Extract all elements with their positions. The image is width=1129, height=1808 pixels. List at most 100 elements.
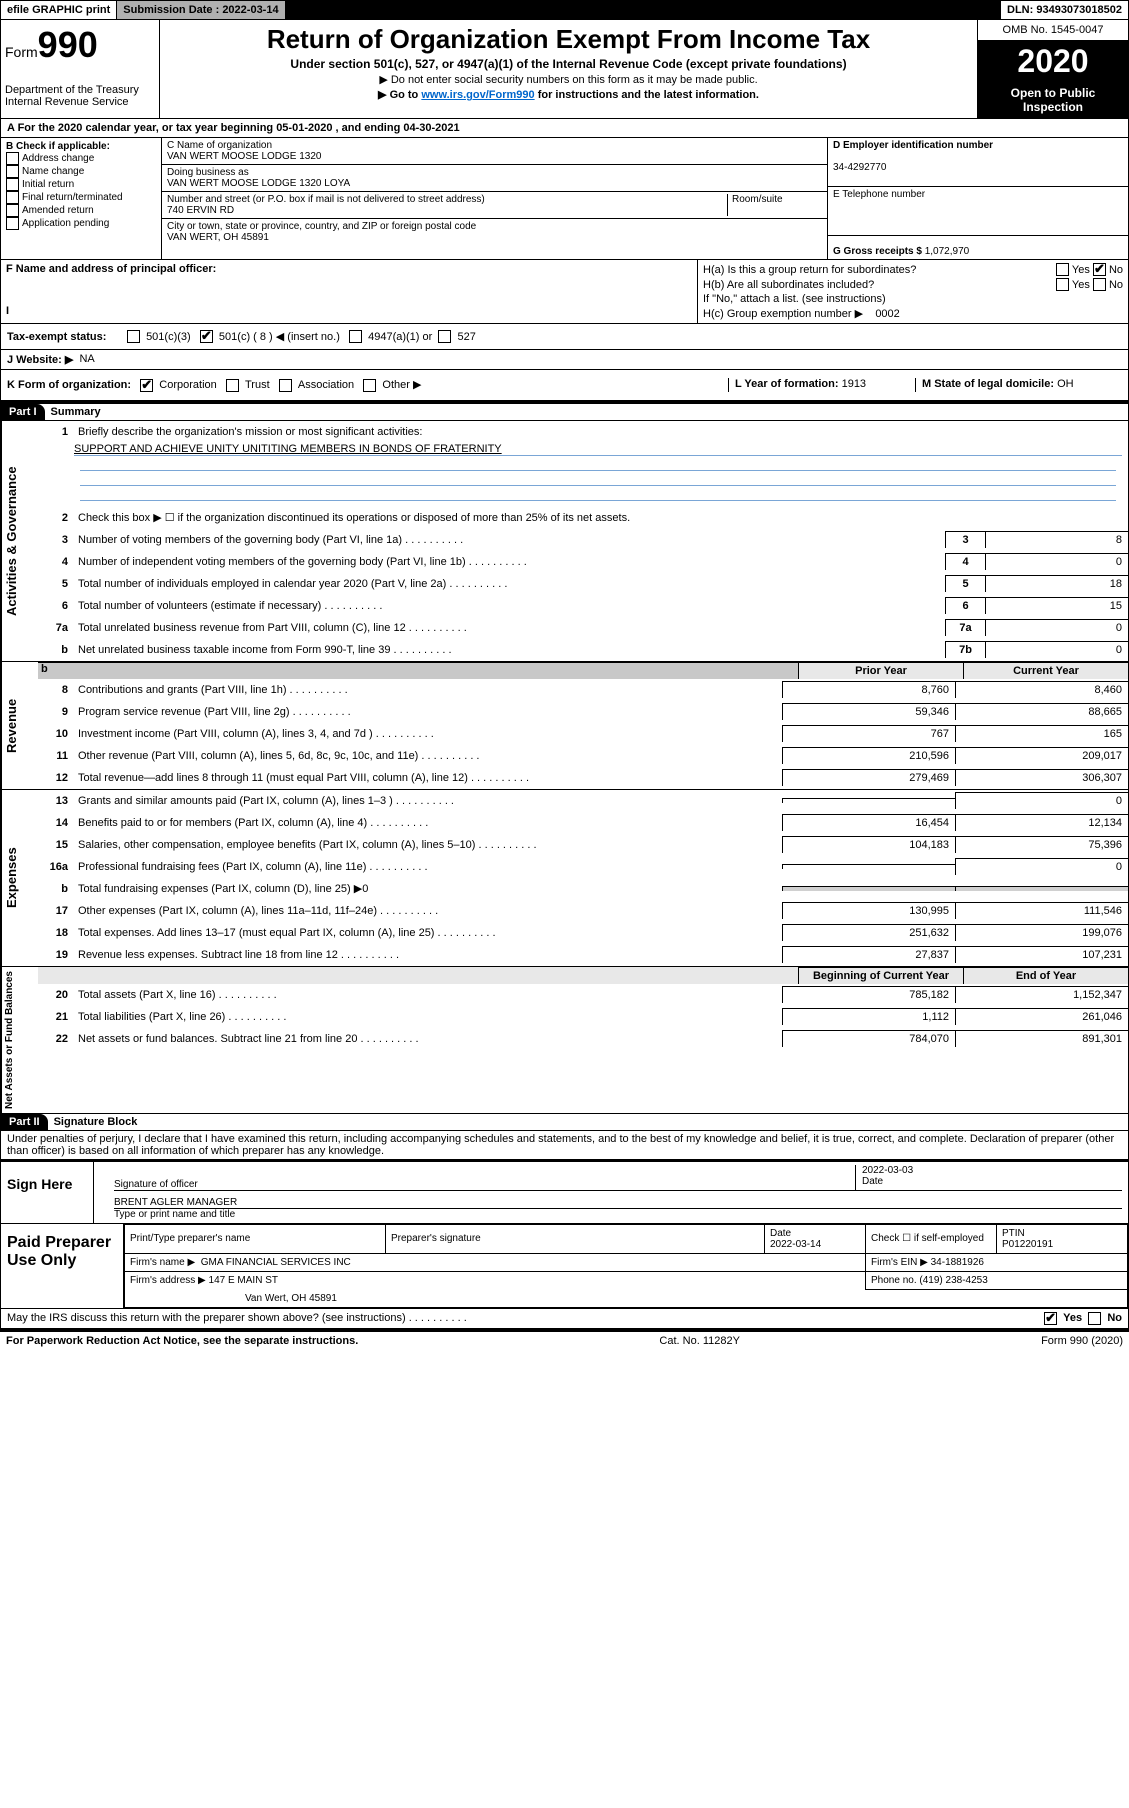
Hb-label: H(b) Are all subordinates included? [703, 279, 1056, 291]
paid-h-date: Date2022-03-14 [765, 1224, 866, 1253]
instr2-post: for instructions and the latest informat… [535, 89, 759, 101]
footer-right: Form 990 (2020) [1041, 1335, 1123, 1347]
instr2-pre: ▶ Go to [378, 89, 421, 101]
table-row: 12Total revenue—add lines 8 through 11 (… [38, 767, 1128, 789]
page-footer: For Paperwork Reduction Act Notice, see … [0, 1329, 1129, 1350]
row-J-website: J Website: ▶ NA [0, 350, 1129, 370]
C-dba: VAN WERT MOOSE LODGE 1320 LOYA [167, 178, 350, 189]
cb-other[interactable] [363, 379, 376, 392]
cb-discuss-no[interactable] [1088, 1312, 1101, 1325]
block-BCDEG: B Check if applicable: Address change Na… [0, 138, 1129, 260]
table-row: 14Benefits paid to or for members (Part … [38, 812, 1128, 834]
G-val: 1,072,970 [925, 246, 970, 257]
lbl-yes2: Yes [1072, 279, 1090, 291]
vtab-net-assets: Net Assets or Fund Balances [1, 967, 38, 1113]
G-label: G Gross receipts $ [833, 246, 922, 257]
lbl-501c3: 501(c)(3) [146, 331, 191, 343]
cb-corporation[interactable] [140, 379, 153, 392]
cb-discuss-yes[interactable] [1044, 1312, 1057, 1325]
table-row: 3Number of voting members of the governi… [38, 529, 1128, 551]
cb-Ha-no[interactable] [1093, 263, 1106, 276]
lbl-address-change: Address change [22, 153, 94, 164]
sig-date-val: 2022-03-03 [862, 1165, 913, 1176]
table-row: 11Other revenue (Part VIII, column (A), … [38, 745, 1128, 767]
vtab-revenue: Revenue [1, 662, 38, 789]
cb-4947[interactable] [349, 330, 362, 343]
paid-h-self: Check ☐ if self-employed [866, 1224, 997, 1253]
firm-name-label: Firm's name ▶ [130, 1257, 195, 1268]
topbar-spacer [286, 1, 1001, 19]
paid-h-ptin: PTINP01220191 [997, 1224, 1128, 1253]
cb-trust[interactable] [226, 379, 239, 392]
C-name-label: C Name of organization [167, 140, 272, 151]
cb-501c[interactable] [200, 330, 213, 343]
cb-Hb-yes[interactable] [1056, 278, 1069, 291]
L-label: L Year of formation: [735, 378, 839, 390]
discuss-row: May the IRS discuss this return with the… [0, 1309, 1129, 1329]
lbl-amended-return: Amended return [22, 205, 94, 216]
firm-city: Van Wert, OH 45891 [125, 1289, 1128, 1307]
cb-527[interactable] [438, 330, 451, 343]
table-row: 9Program service revenue (Part VIII, lin… [38, 701, 1128, 723]
lbl-no: No [1109, 264, 1123, 276]
instr-ssn: ▶ Do not enter social security numbers o… [164, 73, 973, 86]
K-label: K Form of organization: [7, 379, 131, 391]
cb-initial-return[interactable] [6, 178, 19, 191]
C-city: VAN WERT, OH 45891 [167, 232, 269, 243]
form-990-page: efile GRAPHIC print Submission Date : 20… [0, 0, 1129, 1350]
firm-name: GMA FINANCIAL SERVICES INC [201, 1257, 351, 1268]
cb-amended-return[interactable] [6, 204, 19, 217]
form-header: Form990 Department of the Treasury Inter… [0, 20, 1129, 119]
section-expenses: Expenses 13Grants and similar amounts pa… [0, 790, 1129, 967]
cb-application-pending[interactable] [6, 217, 19, 230]
table-row: 8Contributions and grants (Part VIII, li… [38, 679, 1128, 701]
C-addr: 740 ERVIN RD [167, 205, 234, 216]
table-row: bTotal fundraising expenses (Part IX, co… [38, 878, 1128, 900]
table-row: 21Total liabilities (Part X, line 26)1,1… [38, 1006, 1128, 1028]
cb-Ha-yes[interactable] [1056, 263, 1069, 276]
sig-name-label: Type or print name and title [114, 1208, 1122, 1220]
irs-label: Internal Revenue Service [5, 96, 155, 108]
J-val: NA [79, 353, 94, 366]
table-row: 17Other expenses (Part IX, column (A), l… [38, 900, 1128, 922]
irs-link[interactable]: www.irs.gov/Form990 [421, 89, 534, 101]
firm-ein-label: Firm's EIN ▶ [871, 1257, 928, 1268]
lbl-no2: No [1109, 279, 1123, 291]
cb-address-change[interactable] [6, 152, 19, 165]
table-row: 20Total assets (Part X, line 16)785,1821… [38, 984, 1128, 1006]
cb-501c3[interactable] [127, 330, 140, 343]
cb-association[interactable] [279, 379, 292, 392]
C-dba-label: Doing business as [167, 167, 249, 178]
submission-date: Submission Date : 2022-03-14 [117, 1, 285, 19]
B-label: B Check if applicable: [6, 141, 110, 152]
F-label: F Name and address of principal officer: [6, 263, 216, 275]
D-label: D Employer identification number [833, 140, 993, 151]
dln: DLN: 93493073018502 [1001, 1, 1128, 19]
C-name: VAN WERT MOOSE LODGE 1320 [167, 151, 322, 162]
discuss-question: May the IRS discuss this return with the… [7, 1312, 1044, 1325]
col-C-org-info: C Name of organization VAN WERT MOOSE LO… [162, 138, 828, 259]
lbl-501c: 501(c) ( 8 ) ◀ (insert no.) [219, 330, 340, 343]
E-label: E Telephone number [833, 189, 925, 200]
lbl-association: Association [298, 379, 354, 391]
mission-line [80, 486, 1116, 501]
lbl-final-return: Final return/terminated [22, 192, 123, 203]
table-row: 7aTotal unrelated business revenue from … [38, 617, 1128, 639]
firm-addr: 147 E MAIN ST [209, 1275, 278, 1286]
col-B-checkboxes: B Check if applicable: Address change Na… [1, 138, 162, 259]
line1-label: Briefly describe the organization's miss… [74, 424, 1128, 440]
sig-date-label: Date [862, 1176, 883, 1187]
J-label: J Website: ▶ [7, 353, 73, 366]
lbl-initial-return: Initial return [22, 179, 74, 190]
block-FH: F Name and address of principal officer:… [0, 260, 1129, 324]
table-row: 10Investment income (Part VIII, column (… [38, 723, 1128, 745]
section-governance: Activities & Governance 1 Briefly descri… [0, 421, 1129, 662]
cb-Hb-no[interactable] [1093, 278, 1106, 291]
cb-final-return[interactable] [6, 191, 19, 204]
omb-number: OMB No. 1545-0047 [978, 20, 1128, 41]
penalty-text: Under penalties of perjury, I declare th… [0, 1131, 1129, 1159]
mission-line [80, 471, 1116, 486]
cb-name-change[interactable] [6, 165, 19, 178]
table-row: 19Revenue less expenses. Subtract line 1… [38, 944, 1128, 966]
M-label: M State of legal domicile: [922, 378, 1054, 390]
